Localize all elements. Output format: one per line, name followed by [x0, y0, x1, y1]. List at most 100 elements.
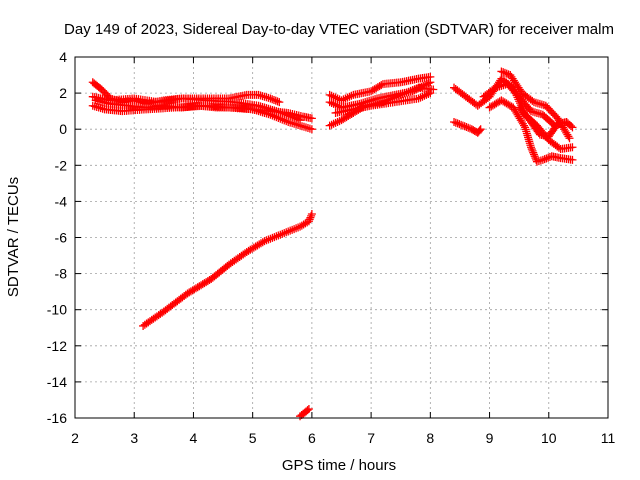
data-point [305, 215, 314, 224]
x-tick-label: 8 [426, 430, 434, 446]
data-point [307, 210, 316, 219]
data-point [529, 150, 538, 159]
data-point [335, 117, 344, 126]
x-tick-label: 11 [601, 430, 616, 446]
data-point [497, 67, 506, 76]
data-marks [88, 67, 577, 421]
data-point [275, 98, 284, 107]
data-point [278, 108, 287, 117]
x-tick-label: 6 [308, 430, 316, 446]
data-point [502, 69, 511, 78]
data-point [460, 122, 469, 131]
data-point [290, 225, 299, 234]
data-point [327, 99, 336, 108]
series-track-6 [296, 404, 313, 421]
data-point [268, 95, 277, 104]
data-point [260, 237, 269, 246]
data-point [276, 230, 285, 239]
series-track-7 [325, 72, 435, 105]
data-point [303, 406, 312, 415]
data-point [271, 96, 280, 105]
data-point [273, 97, 282, 106]
x-tick-label: 4 [190, 430, 198, 446]
axis-ticks: 2 3 4 5 6 7 8 9 10 11 4 2 0 -2 -4 -6 -8 -10 -12 -14 -16 [47, 49, 616, 446]
data-point [457, 120, 466, 129]
data-point [292, 114, 301, 123]
data-point [410, 85, 419, 94]
data-point [307, 125, 316, 134]
data-point [568, 123, 577, 132]
data-point [286, 226, 295, 235]
data-point [450, 117, 459, 126]
data-point [529, 148, 538, 157]
data-point [424, 90, 433, 99]
data-point [530, 152, 539, 161]
data-point [325, 90, 334, 99]
data-point [343, 93, 352, 102]
data-point [294, 223, 303, 232]
data-point [331, 100, 340, 109]
data-point [462, 123, 471, 132]
y-tick-label: -10 [47, 302, 67, 318]
data-point [282, 110, 291, 119]
data-point [528, 96, 537, 105]
data-point [288, 112, 297, 121]
data-point [566, 122, 575, 131]
data-point [307, 211, 316, 220]
data-point [345, 92, 354, 101]
data-point [400, 89, 409, 98]
data-point [520, 121, 529, 130]
data-point [562, 117, 571, 126]
data-point [416, 93, 425, 102]
data-point [272, 232, 281, 241]
data-point [268, 233, 277, 242]
y-tick-label: 0 [59, 121, 67, 137]
data-point [304, 404, 313, 413]
data-point [414, 94, 423, 103]
data-point [266, 234, 275, 243]
data-point [264, 235, 273, 244]
x-tick-label: 10 [541, 430, 557, 446]
data-point [333, 101, 342, 110]
data-point [280, 109, 289, 118]
y-tick-label: -8 [55, 266, 68, 282]
series-track-12 [450, 117, 485, 137]
data-point [331, 93, 340, 102]
data-point [280, 229, 289, 238]
data-point [377, 81, 386, 90]
data-point [266, 94, 275, 103]
y-tick-label: -6 [55, 230, 68, 246]
data-point [398, 90, 407, 99]
data-point [258, 238, 267, 247]
data-point [284, 111, 293, 120]
data-point [527, 143, 536, 152]
data-point [542, 154, 551, 163]
y-tick-label: -16 [47, 410, 67, 426]
data-point [329, 99, 338, 108]
data-point [540, 155, 549, 164]
data-point [538, 155, 547, 164]
data-point [426, 78, 435, 87]
data-point [284, 227, 293, 236]
series-track-10 [331, 89, 435, 117]
data-point [278, 229, 287, 238]
x-tick-label: 5 [249, 430, 257, 446]
x-tick-label: 7 [367, 430, 375, 446]
data-point [341, 94, 350, 103]
data-point [476, 125, 485, 134]
data-point [422, 90, 431, 99]
data-point [296, 116, 305, 125]
data-point [408, 86, 417, 95]
data-point [306, 213, 315, 222]
data-point [339, 95, 348, 104]
data-point [568, 155, 577, 164]
y-tick-label: -4 [55, 193, 68, 209]
y-tick-label: -14 [47, 374, 67, 390]
x-axis-label: GPS time / hours [282, 457, 396, 474]
data-point [418, 92, 427, 101]
data-point [288, 225, 297, 234]
data-point [475, 126, 484, 135]
data-point [307, 114, 316, 123]
